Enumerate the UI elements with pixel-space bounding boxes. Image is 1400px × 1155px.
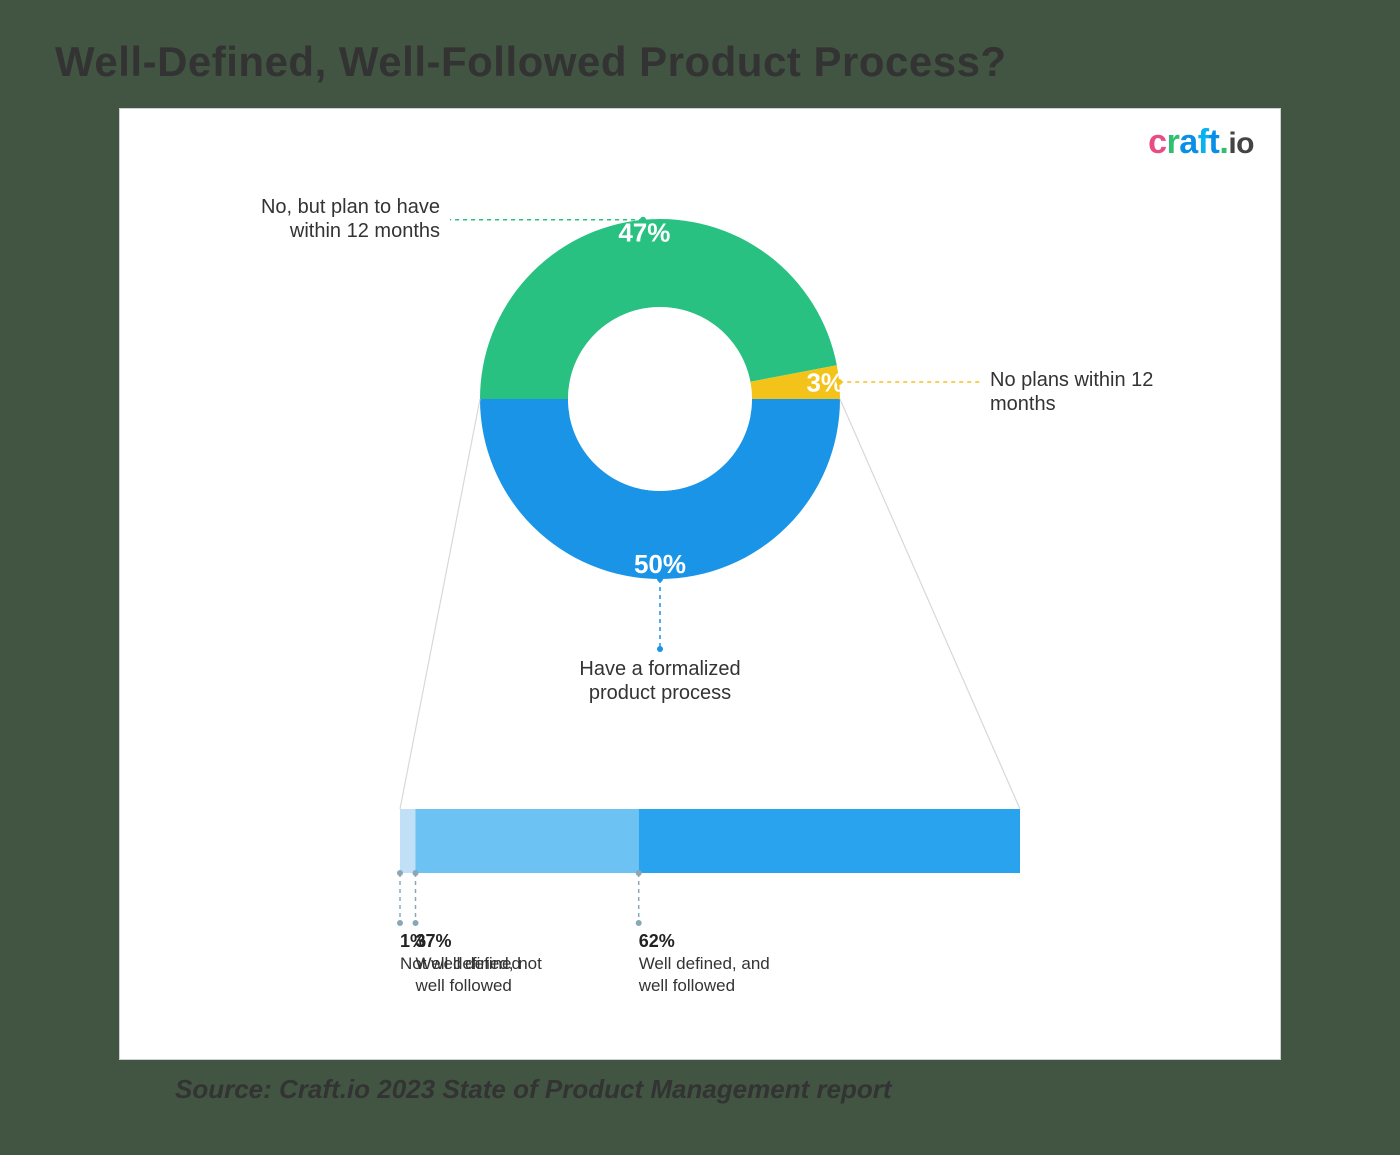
donut-pct-have_process: 50% [634, 549, 686, 579]
donut-callout-have_process: Have a formalizedproduct process [579, 658, 740, 704]
bar-seg-defined_and_followed [639, 809, 1020, 873]
bar-label-defined_and_followed: Well defined, andwell followed [638, 954, 770, 995]
bar-label-defined_not_followed: Well defined, notwell followed [415, 954, 543, 995]
chart-frame: craft.io 47%3%50%No, but plan to havewit… [119, 108, 1281, 1060]
page: Well-Defined, Well-Followed Product Proc… [0, 0, 1400, 1155]
zoom-line-right [840, 399, 1020, 809]
donut-callout-no_plans: No plans within 12months [990, 369, 1153, 415]
chart-svg: 47%3%50%No, but plan to havewithin 12 mo… [120, 109, 1280, 1059]
bar-pct-defined_not_followed: 37% [416, 931, 452, 951]
page-title: Well-Defined, Well-Followed Product Proc… [55, 38, 1345, 86]
donut-hole [568, 307, 752, 491]
source-caption: Source: Craft.io 2023 State of Product M… [175, 1074, 1345, 1105]
zoom-line-left [400, 399, 480, 809]
bar-seg-defined_not_followed [416, 809, 639, 873]
donut-callout-plan_12mo: No, but plan to havewithin 12 months [261, 196, 440, 242]
bar-seg-not_well_defined [400, 809, 416, 873]
bar-pct-defined_and_followed: 62% [639, 931, 675, 951]
